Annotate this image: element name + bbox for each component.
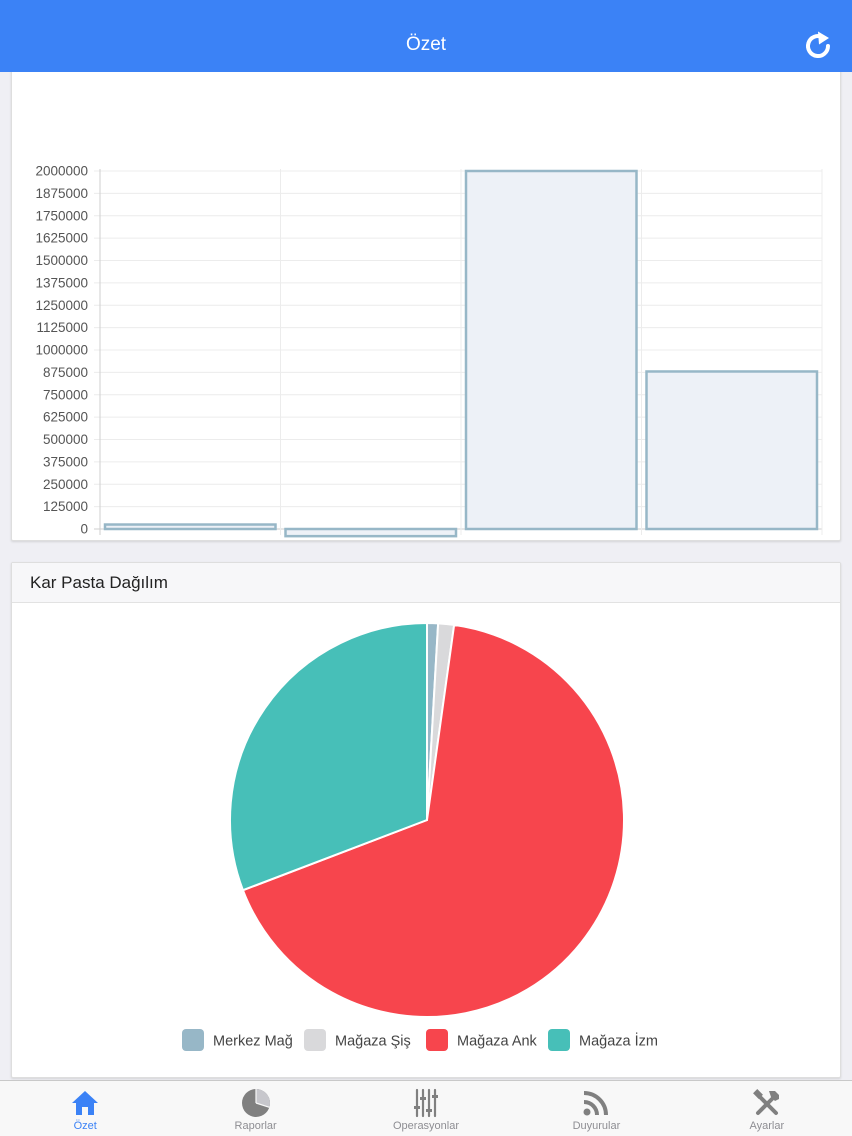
legend-swatch <box>304 1029 326 1051</box>
tab-label: Ayarlar <box>749 1120 785 1132</box>
legend-swatch <box>182 1029 204 1051</box>
content-scroll[interactable]: 0 125000 250000 375000 500000 625000 750000 875… <box>0 72 852 1080</box>
y-tick-label: 1625000 <box>35 231 88 246</box>
page-title: Özet <box>405 34 447 55</box>
legend-label: Merkez Mağ <box>213 1034 293 1050</box>
legend-label: Mağaza Şiş <box>335 1034 411 1050</box>
y-tick-label: 875000 <box>43 365 88 380</box>
home-icon <box>72 1091 99 1115</box>
y-tick-label: 625000 <box>43 410 88 425</box>
bar <box>103 523 277 531</box>
y-tick-label: 1250000 <box>35 298 88 313</box>
y-tick-label: 500000 <box>43 432 88 447</box>
bar-chart-card: 0 125000 250000 375000 500000 625000 750000 875… <box>11 72 841 573</box>
rss-icon <box>583 1091 609 1116</box>
pie-chart: Merkez Mağ Mağaza Şiş Mağaza Ank Mağaza İzm <box>182 621 658 1051</box>
tab-ozet[interactable]: Özet <box>0 1081 170 1136</box>
refresh-icon[interactable] <box>802 30 834 62</box>
legend-swatch <box>548 1029 570 1051</box>
tab-ayarlar[interactable]: Ayarlar <box>682 1081 852 1136</box>
tools-icon <box>752 1089 779 1115</box>
y-tick-label: 1875000 <box>35 186 88 201</box>
navbar: Özet <box>0 0 852 72</box>
pie-chart-card: Kar Pasta Dağılım Merkez Mağ Mağaza Şiş Ma… <box>11 562 841 1078</box>
tab-bar: Özet Raporlar Operasyonlar Duyurular <box>0 1080 852 1136</box>
bar <box>284 527 458 538</box>
legend-label: Mağaza Ank <box>457 1034 538 1050</box>
tab-label: Raporlar <box>234 1120 277 1132</box>
y-tick-label: 1125000 <box>36 320 88 335</box>
pie-card-title: Kar Pasta Dağılım <box>12 563 840 603</box>
y-tick-label: 375000 <box>43 454 88 469</box>
tab-operasyonlar[interactable]: Operasyonlar <box>341 1081 511 1136</box>
tab-label: Duyurular <box>572 1120 621 1132</box>
legend-swatch <box>426 1029 448 1051</box>
y-tick-label: 1500000 <box>35 253 88 268</box>
y-tick-label: 250000 <box>43 477 88 492</box>
legend-label: Mağaza İzm <box>579 1032 658 1050</box>
tab-label: Operasyonlar <box>392 1120 460 1132</box>
tab-raporlar[interactable]: Raporlar <box>170 1081 340 1136</box>
y-tick-label: 750000 <box>43 387 88 402</box>
tab-label: Özet <box>73 1120 97 1132</box>
pie-slice <box>241 623 625 1018</box>
y-tick-label: 1000000 <box>35 343 88 358</box>
bar <box>464 169 638 531</box>
y-tick-label: 1750000 <box>35 208 88 223</box>
bar-chart: 0 125000 250000 375000 500000 625000 750000 875… <box>35 164 823 573</box>
pie-slice <box>229 621 428 892</box>
pie-chart-icon <box>241 1089 270 1117</box>
y-tick-label: 2000000 <box>35 164 88 179</box>
tab-duyurular[interactable]: Duyurular <box>511 1081 681 1136</box>
y-tick-label: 125000 <box>43 499 88 514</box>
sliders-icon <box>414 1088 439 1118</box>
bar <box>645 370 819 531</box>
y-tick-label: 0 <box>80 522 88 537</box>
y-tick-label: 1375000 <box>35 275 88 290</box>
